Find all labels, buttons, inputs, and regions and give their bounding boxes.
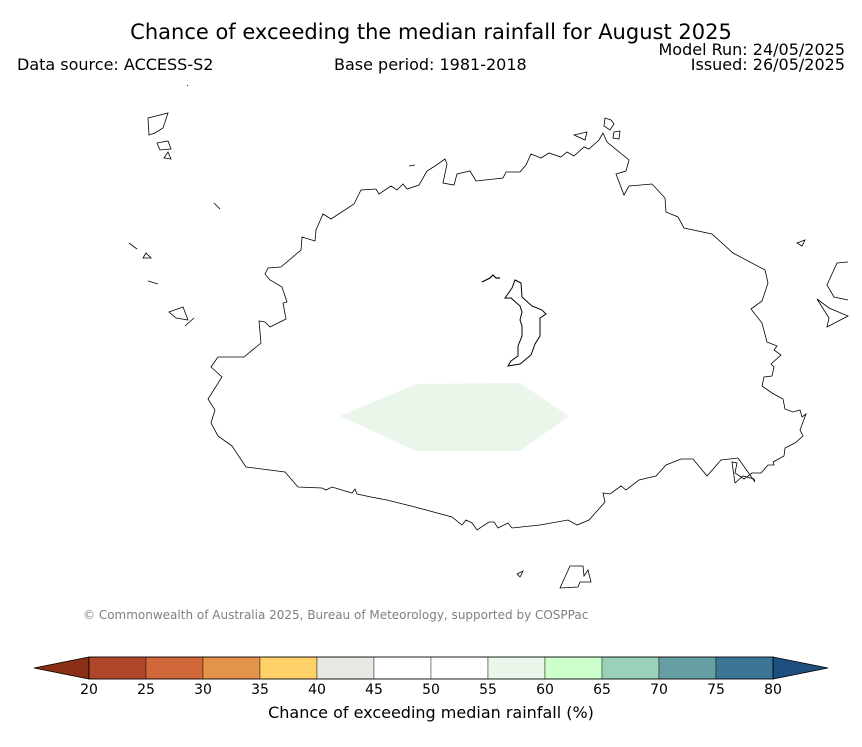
- southern-islands: [516, 565, 592, 589]
- colorbar-segment: [202, 656, 261, 680]
- colorbar-segment: [145, 656, 204, 680]
- colorbar-tick-label: 55: [479, 682, 497, 698]
- colorbar-segment: [487, 656, 546, 680]
- colorbar-tick-label: 45: [365, 682, 383, 698]
- colorbar-tick-label: 25: [137, 682, 155, 698]
- model-run-label: Model Run: 24/05/2025: [658, 40, 846, 59]
- rainfall-map: [128, 84, 849, 589]
- colorbar-tick-label: 80: [764, 682, 782, 698]
- colorbar-tick-label: 20: [80, 682, 98, 698]
- colorbar-tick-label: 70: [650, 682, 668, 698]
- colorbar-segment: [259, 656, 318, 680]
- colorbar-tick-label: 40: [308, 682, 326, 698]
- map-title: Chance of exceeding the median rainfall …: [130, 20, 732, 44]
- main-coastline: [207, 132, 807, 531]
- colorbar-segment: [658, 656, 717, 680]
- colorbar-segment: [430, 656, 489, 680]
- colorbar-segment: [715, 656, 774, 680]
- probability-region-55-60: [340, 383, 569, 451]
- colorbar-tick-label: 65: [593, 682, 611, 698]
- colorbar-tick-label: 30: [194, 682, 212, 698]
- inland-island-detail: [481, 274, 500, 283]
- colorbar-high-extension: [772, 656, 829, 680]
- colorbar-tick-label: 60: [536, 682, 554, 698]
- colorbar-label: Chance of exceeding median rainfall (%): [268, 703, 594, 722]
- colorbar-segment: [88, 656, 147, 680]
- colorbar-tick-label: 50: [422, 682, 440, 698]
- western-islands: [128, 84, 416, 327]
- eastern-islands: [572, 117, 849, 328]
- copyright-notice: © Commonwealth of Australia 2025, Bureau…: [83, 608, 589, 622]
- colorbar-low-extension: [33, 656, 90, 680]
- colorbar-tick-label: 35: [251, 682, 269, 698]
- base-period-label: Base period: 1981-2018: [334, 55, 527, 74]
- data-source-label: Data source: ACCESS-S2: [17, 55, 214, 74]
- colorbar-segment: [544, 656, 603, 680]
- issued-date-label: Issued: 26/05/2025: [690, 55, 845, 74]
- colorbar: [33, 656, 829, 680]
- colorbar-frame: [88, 656, 774, 680]
- colorbar-segment: [601, 656, 660, 680]
- inland-island-coastline: [504, 279, 547, 367]
- colorbar-tick-label: 75: [707, 682, 725, 698]
- colorbar-segment: [373, 656, 432, 680]
- colorbar-segment: [316, 656, 375, 680]
